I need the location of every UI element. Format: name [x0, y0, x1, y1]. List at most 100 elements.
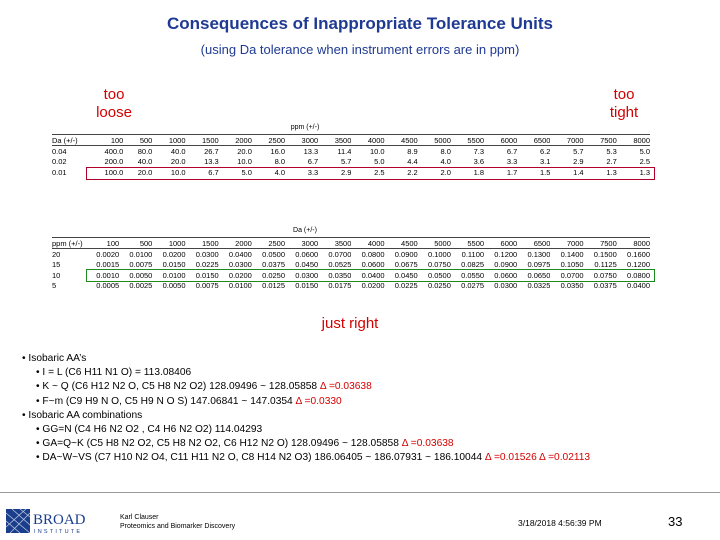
table-cell: 2.7 [606, 157, 617, 167]
mass-delta: Δ =0.03638 [401, 438, 454, 450]
footer-date: 3/18/2018 4:56:39 PM [518, 518, 602, 528]
mass-delta: Δ =0.01526 Δ =0.02113 [484, 452, 591, 464]
table-cell: 0.0675 [394, 260, 418, 270]
table-cell: 4000 [351, 133, 385, 147]
table-cell: 2.5 [639, 157, 650, 167]
table-cell: 5000 [417, 236, 451, 250]
table-cell: 13.3 [303, 147, 319, 157]
table-cell: 0.0825 [461, 260, 485, 270]
table-cell: 13.3 [204, 157, 219, 167]
table-cell: 0.0350 [328, 270, 352, 280]
bullet-text: GG=N (C4 H6 N2 O2 , C4 H6 N2 O2) 114.042… [42, 424, 263, 436]
table-cell: 0.0025 [129, 281, 153, 291]
table-cell: 0.0400 [627, 281, 650, 291]
table-cell: 0.0600 [494, 270, 518, 280]
table-cell: 4500 [384, 236, 418, 250]
table-cell: 3000 [285, 133, 319, 147]
bullet-list: • Isobaric AA’s • I = L (C6 H11 N1 O) = 1… [22, 352, 712, 466]
table-cell: 2.5 [374, 167, 385, 177]
table-cell: 0.0300 [195, 250, 219, 260]
table-cell: 0.0150 [295, 281, 319, 291]
table-cell: 0.0150 [162, 260, 186, 270]
table-cell: 10.0 [369, 147, 385, 157]
table-cell: 16.0 [270, 147, 286, 157]
bullet-marker: • [22, 409, 29, 421]
table-cell: 0.0375 [593, 281, 617, 291]
table-cell: 0.0800 [627, 270, 650, 280]
table-ppm-from-da: Da (+/-) 100 500 1000 1500 2000 2500 3000 3500 40… [52, 133, 650, 178]
table-cell: 0.0005 [96, 281, 120, 291]
table-cell: 0.0750 [593, 270, 617, 280]
table-cell: 2.2 [407, 167, 418, 177]
row-label-cell: 0.02 [52, 157, 67, 167]
bullet-marker: • [36, 367, 43, 379]
table-cell: 0.0300 [494, 281, 518, 291]
table-cell: 0.0450 [295, 260, 319, 270]
table-cell: 8.0 [440, 147, 451, 157]
table-cell: 6500 [517, 133, 551, 147]
table-cell: 1500 [185, 236, 219, 250]
author-department: Proteomics and Biomarker Discovery [120, 523, 236, 530]
slide-title: Consequences of Inappropriate Tolerance … [166, 14, 554, 33]
bullet-text: F~m (C9 H9 N O, C5 H9 N O S) 147.06841 ~… [42, 395, 296, 407]
table-cell: 7500 [583, 133, 617, 147]
sub-bullet-item: • K ~ Q (C6 H12 N2 O, C5 H8 N2 O2) 128.0… [22, 380, 712, 394]
table-cell: 4000 [351, 236, 385, 250]
table-cell: 5000 [417, 133, 451, 147]
table-cell: 0.0050 [162, 281, 186, 291]
callout-just-right: just right [321, 315, 379, 332]
sub-bullet-item: • GG=N (C4 H6 N2 O2 , C4 H6 N2 O2) 114.0… [22, 423, 712, 437]
table-cell: 2000 [218, 236, 252, 250]
table-cell: 0.0500 [262, 250, 286, 260]
table-cell: 0.1500 [593, 250, 617, 260]
table-cell: 5.0 [639, 147, 650, 157]
table-cell: 0.0200 [162, 250, 186, 260]
table-cell: 0.0275 [461, 281, 485, 291]
table-cell: 0.0450 [394, 270, 418, 280]
table-cell: 0.0650 [527, 270, 551, 280]
table-cell: 5500 [450, 236, 485, 250]
table-cell: 0.0700 [328, 250, 352, 260]
table-cell: 8000 [616, 133, 650, 147]
table-cell: 0.0600 [295, 250, 319, 260]
table-cell: 0.0350 [560, 281, 584, 291]
table-cell: 0.0300 [228, 260, 252, 270]
table-cell: 6000 [484, 133, 518, 147]
bullet-item: • Isobaric AA combinations [22, 409, 712, 423]
table-cell: 0.0300 [295, 270, 319, 280]
table-cell: 0.0100 [228, 281, 252, 291]
table-cell: 0.0525 [328, 260, 352, 270]
table-cell: 0.1400 [560, 250, 584, 260]
table-cell: 0.0075 [129, 260, 153, 270]
table-cell: 5.7 [573, 147, 584, 157]
table-header-row: ppm (+/-) 100 500 1000 1500 2000 2500 3000 3500 4… [52, 236, 650, 250]
table-cell: 20.0 [170, 157, 186, 167]
table-cell: 0.0015 [96, 260, 120, 270]
table-cell: 2000 [218, 133, 252, 147]
table-cell: 3.1 [539, 157, 551, 167]
footer-author: Karl Clauser Proteomics and Biomarker Di… [120, 513, 235, 531]
table-cell: 0.0400 [228, 250, 252, 260]
table-cell: 0.0400 [361, 270, 385, 280]
table-cell: 0.0075 [195, 281, 219, 291]
table-cell: 0.0800 [361, 250, 385, 260]
bullet-marker: • [36, 395, 43, 407]
table-cell: 0.1200 [627, 260, 650, 270]
table-cell: 0.0200 [361, 281, 385, 291]
table1-unit-label: ppm (+/-) [290, 124, 320, 131]
table-cell: 0.1200 [494, 250, 518, 260]
mass-delta: Δ =0.0330 [295, 395, 342, 407]
highlight-just-right-row [86, 269, 655, 282]
table-cell: 1.4 [573, 167, 584, 177]
table-cell: 500 [123, 133, 153, 147]
bullet-marker: • [36, 381, 43, 393]
table-cell: 5.0 [374, 157, 385, 167]
callout-too-loose: too loose [96, 86, 132, 121]
table-cell: 5.7 [340, 157, 352, 167]
table-cell: 40.0 [170, 147, 186, 157]
page-number: 33 [668, 514, 683, 529]
bullet-marker: • [22, 353, 29, 364]
bullet-text: DA~W~VS (C7 H10 N2 O4, C11 H11 N2 O, C8 … [42, 452, 485, 464]
sub-bullet-item: • GA=Q~K (C5 H8 N2 O2, C5 H8 N2 O2, C6 H… [22, 437, 712, 451]
table-cell: 0.0700 [560, 270, 584, 280]
